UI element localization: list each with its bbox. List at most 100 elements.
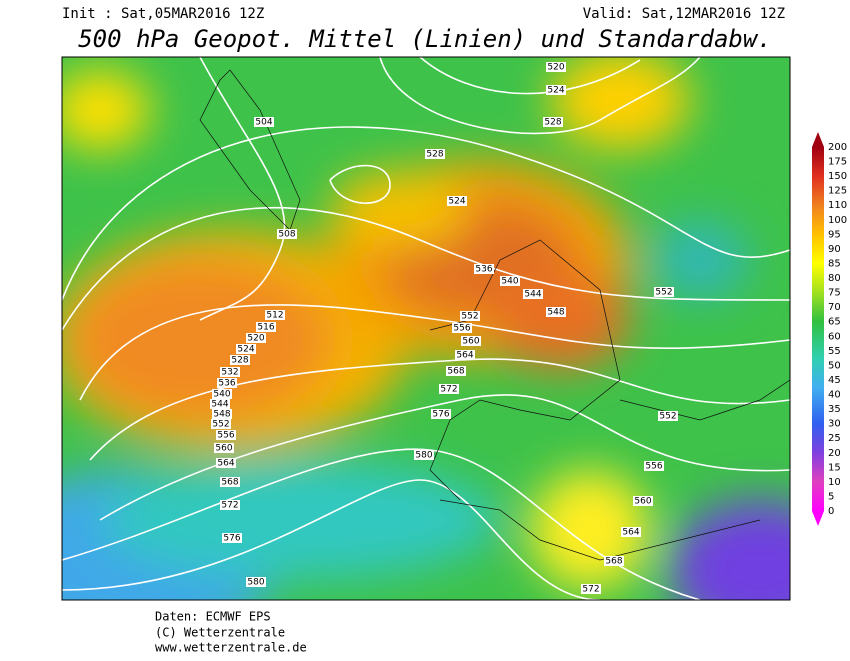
colorbar-top [812,132,824,147]
colorbar-label: 35 [828,404,841,415]
colorbar-label: 95 [828,229,841,240]
contour-label: 564 [217,459,234,469]
contour-label: 540 [213,390,230,400]
contour-label-bg [211,419,231,429]
contour-label-bg [431,409,451,419]
contour-label: 564 [622,528,639,538]
contour-label: 508 [278,230,295,240]
contour-label-bg [452,323,472,333]
valid-time: Valid: Sat,12MAR2016 12Z [583,6,785,22]
contour-label: 552 [655,288,672,298]
contour-label-bg [414,450,434,460]
colorbar-label: 55 [828,346,841,357]
contour-label: 552 [461,312,478,322]
colorbar-bottom [812,511,824,526]
colorbar-label: 150 [828,171,847,182]
contour-label-bg [246,577,266,587]
contour-label: 536 [475,265,492,275]
contour-label: 564 [456,351,473,361]
contour-label-bg [277,229,297,239]
contour-label-bg [633,496,653,506]
contour-label-bg [461,336,481,346]
contour-label-bg [230,355,250,365]
contour-label: 524 [547,86,564,96]
colorbar-label: 175 [828,157,847,168]
contour-label: 520 [547,63,564,73]
contour-label: 556 [645,462,662,472]
contour-label: 572 [440,385,457,395]
contour-label: 568 [605,557,622,567]
colorbar-label: 85 [828,258,841,269]
contour-label-bg [500,276,520,286]
contour-label: 516 [257,323,274,333]
map-title: 500 hPa Geopot. Mittel (Linien) und Stan… [78,25,772,53]
contour-label-bg [216,430,236,440]
footer-line: www.wetterzentrale.de [155,641,307,655]
contour-label-bg [474,264,494,274]
contour-label-bg [212,409,232,419]
contour-label: 556 [453,324,470,334]
colorbar [812,147,824,511]
contour-label-bg [222,533,242,543]
contour-label-bg [447,196,467,206]
colorbar-label: 75 [828,288,841,299]
colorbar-label: 100 [828,215,847,226]
colorbar-label: 50 [828,360,841,371]
contour-label: 548 [213,410,230,420]
contour-label-bg [546,307,566,317]
colorbar-label: 25 [828,433,841,444]
map-field: 5205245285045285245085365405445485525125… [62,57,790,600]
contour-label-bg [581,584,601,594]
contour-label: 528 [231,356,248,366]
colorbar-label: 20 [828,448,841,459]
contour-label: 560 [634,497,651,507]
contour-label-bg [246,333,266,343]
contour-label: 520 [247,334,264,344]
colorbar-label: 70 [828,302,841,313]
contour-label: 556 [217,431,234,441]
contour-label: 568 [221,478,238,488]
contour-label: 560 [215,444,232,454]
contour-label-bg [265,310,285,320]
colorbar-label: 15 [828,462,841,473]
contour-label-bg [523,289,543,299]
contour-label: 552 [659,412,676,422]
contour-label-bg [546,62,566,72]
contour-label-bg [446,366,466,376]
contour-label-bg [604,556,624,566]
contour-label-bg [220,477,240,487]
contour-label: 544 [211,400,228,410]
contour-label-bg [220,500,240,510]
contour-label-bg [644,461,664,471]
contour-label: 536 [218,379,235,389]
contour-label: 568 [447,367,464,377]
colorbar-label: 45 [828,375,841,386]
init-time: Init : Sat,05MAR2016 12Z [62,6,264,22]
colorbar-label: 60 [828,331,841,342]
footer-line: Daten: ECMWF EPS [155,610,271,624]
colorbar-label: 65 [828,317,841,328]
colorbar-label: 80 [828,273,841,284]
colorbar-label: 110 [828,200,847,211]
colorbar-label: 200 [828,142,847,153]
colorbar-label: 125 [828,186,847,197]
contour-label-bg [546,85,566,95]
colorbar-label: 30 [828,419,841,430]
contour-label: 512 [266,311,283,321]
contour-label: 524 [237,345,254,355]
contour-label-bg [254,117,274,127]
colorbar-label: 0 [828,506,834,517]
contour-label: 580 [247,578,264,588]
colorbar-label: 10 [828,477,841,488]
contour-label-bg [217,378,237,388]
contour-label: 528 [426,150,443,160]
contour-label-bg [658,411,678,421]
contour-label-bg [210,399,230,409]
contour-label: 548 [547,308,564,318]
contour-label-bg [439,384,459,394]
contour-label: 524 [448,197,465,207]
contour-label-bg [220,367,240,377]
contour-label-bg [455,350,475,360]
contour-label-bg [212,389,232,399]
